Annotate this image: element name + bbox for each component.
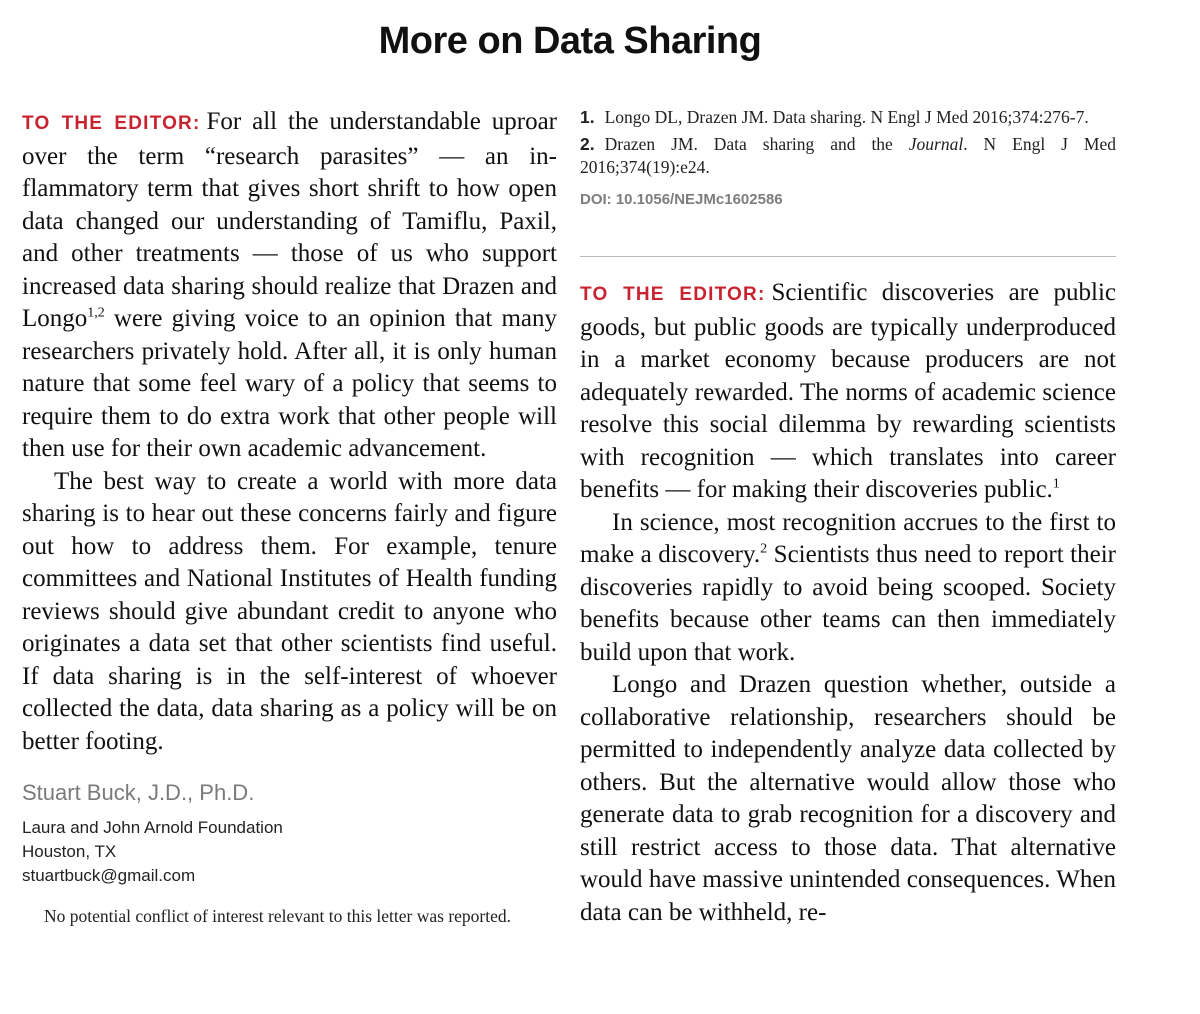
- letter-2-citation-superscript-2: 2: [760, 541, 768, 557]
- reference-number: 1.: [580, 107, 595, 127]
- letter-1-affiliation: Laura and John Arnold Foundation Houston…: [22, 816, 557, 888]
- letter-2-p2-text-a: In science, most recognition accrues to …: [580, 508, 1116, 569]
- letter-2-p2-text-b: Scientists thus need to report their dis…: [580, 541, 1116, 666]
- author-email: stuartbuck@gmail.com: [22, 866, 196, 885]
- right-column: 1. Longo DL, Drazen JM. Data sharing. N E…: [580, 106, 1116, 929]
- letter-2-kicker: TO THE EDITOR:: [580, 284, 766, 305]
- reference-journal-name: Journal: [908, 134, 964, 154]
- letter-1-paragraph-1: TO THE EDITOR: For all the understandable…: [22, 106, 557, 466]
- reference-number: 2.: [580, 134, 595, 154]
- reference-text: Drazen JM. Data sharing and the: [604, 134, 909, 154]
- letter-1-author: Stuart Buck, J.D., Ph.D.: [22, 780, 255, 805]
- letter-2-p1-text: Scientific discoveries are public goods,…: [580, 279, 1116, 503]
- reference-text-end: . N Engl J Med 2016;374(19):e24.: [580, 134, 1116, 177]
- letter-1: TO THE EDITOR: For all the understandable…: [22, 106, 557, 929]
- reference-text: Longo DL, Drazen JM. Data sharing. N Eng…: [604, 107, 1089, 127]
- letter-1-citation-superscript: 1,2: [87, 305, 105, 321]
- doi-label: DOI: 10.1056/NEJMc1602586: [580, 191, 783, 208]
- reference-item: 2. Drazen JM. Data sharing and the Journa…: [580, 133, 1116, 179]
- letter-1-paragraph-2: The best way to create a world with more…: [22, 467, 557, 755]
- letter-2-paragraph-1: TO THE EDITOR: Scientific discoveries are…: [580, 277, 1116, 507]
- affiliation-organization: Laura and John Arnold Foundation: [22, 818, 283, 837]
- letter-1-p1-text-a: For all the understandable up­roar over …: [22, 108, 557, 332]
- article-title: More on Data Sharing: [378, 20, 762, 62]
- section-divider: [580, 256, 1116, 257]
- references-list: 1. Longo DL, Drazen JM. Data sharing. N E…: [580, 106, 1116, 179]
- letter-2-paragraph-2: In science, most recognition accrues to …: [580, 507, 1116, 670]
- reference-item: 1. Longo DL, Drazen JM. Data sharing. N E…: [580, 106, 1116, 129]
- letter-2-paragraph-3: Longo and Drazen question whether, outsi…: [580, 671, 1116, 926]
- affiliation-location: Houston, TX: [22, 842, 117, 861]
- conflict-disclosure: No potential conflict of interest releva…: [44, 906, 511, 926]
- letter-1-p1-text-b: were giving voice to an opinion that man…: [22, 305, 557, 462]
- letter-2-citation-superscript-1: 1: [1052, 476, 1060, 492]
- letter-1-kicker: TO THE EDITOR:: [22, 113, 201, 134]
